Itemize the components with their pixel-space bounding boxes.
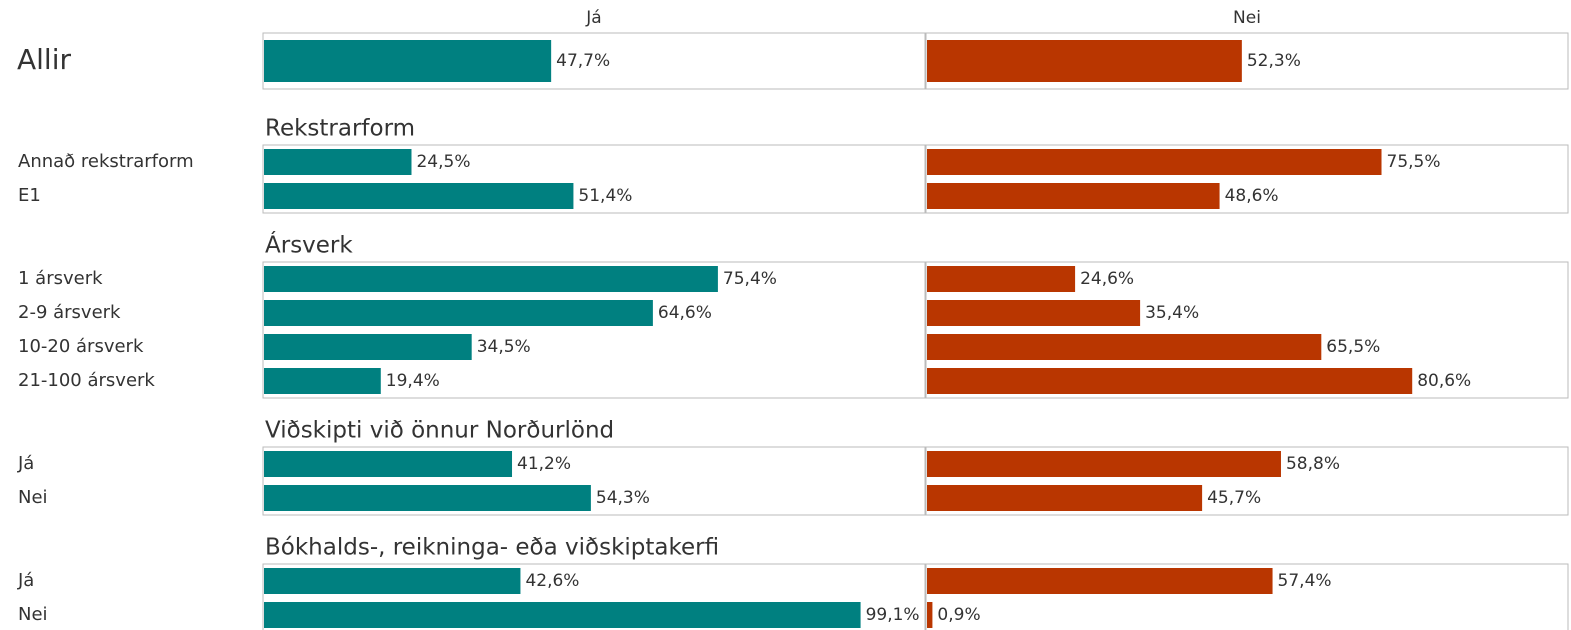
bar — [927, 266, 1076, 292]
bar — [927, 334, 1322, 360]
panel-frame — [262, 563, 926, 630]
value-label: 19,4% — [386, 371, 440, 391]
panel-frame — [925, 446, 1569, 516]
value-label: 58,8% — [1286, 454, 1340, 474]
bar — [264, 568, 521, 594]
group-title: Viðskipti við önnur Norðurlönd — [265, 418, 614, 444]
value-label: 41,2% — [517, 454, 571, 474]
bar — [264, 149, 412, 175]
group-title: Rekstrarform — [265, 116, 415, 142]
value-label: 54,3% — [596, 488, 650, 508]
bar — [264, 266, 718, 292]
row-label: 2-9 ársverk — [18, 302, 121, 323]
row-label: Já — [17, 453, 34, 474]
value-label: 24,5% — [416, 152, 470, 172]
row-label: 1 ársverk — [18, 268, 103, 289]
value-label: 99,1% — [866, 605, 920, 625]
bar — [264, 183, 574, 209]
value-label: 64,6% — [658, 303, 712, 323]
group-title: Bókhalds-, reikninga- eða viðskiptakerfi — [265, 535, 719, 561]
bar — [264, 40, 552, 82]
row-label: Já — [17, 570, 34, 591]
value-label: 47,7% — [556, 51, 610, 71]
value-label: 24,6% — [1080, 269, 1134, 289]
group-title: Ársverk — [265, 231, 353, 259]
panel-frame — [262, 144, 926, 214]
panel-frame — [262, 446, 926, 516]
row-label: Nei — [18, 487, 48, 508]
panel-frame — [925, 32, 1569, 90]
panel-frame — [925, 261, 1569, 399]
value-label: 75,4% — [723, 269, 777, 289]
bar — [264, 451, 513, 477]
row-label: 10-20 ársverk — [18, 336, 144, 357]
value-label: 51,4% — [578, 186, 632, 206]
row-label: Annað rekstrarform — [18, 151, 194, 172]
bar — [927, 451, 1281, 477]
row-label: Nei — [18, 604, 48, 625]
bar — [927, 485, 1203, 511]
bar — [264, 334, 472, 360]
bar — [927, 568, 1273, 594]
value-label: 57,4% — [1278, 571, 1332, 591]
panel-frame — [262, 32, 926, 90]
value-label: 52,3% — [1247, 51, 1301, 71]
bar — [927, 300, 1141, 326]
bar — [927, 149, 1382, 175]
value-label: 75,5% — [1387, 152, 1441, 172]
column-header: Nei — [1233, 8, 1261, 28]
bar — [264, 602, 861, 628]
bar — [264, 368, 381, 394]
row-label: E1 — [18, 185, 41, 206]
value-label: 65,5% — [1326, 337, 1380, 357]
panel-frame — [262, 261, 926, 399]
value-label: 0,9% — [937, 605, 980, 625]
total-label: Allir — [17, 43, 71, 76]
panel-frame — [925, 563, 1569, 630]
bar — [927, 602, 933, 628]
bar — [264, 485, 591, 511]
value-label: 45,7% — [1207, 488, 1261, 508]
bar — [927, 40, 1242, 82]
row-label: 21-100 ársverk — [18, 370, 155, 391]
column-header: Já — [585, 8, 601, 28]
value-label: 34,5% — [477, 337, 531, 357]
value-label: 80,6% — [1417, 371, 1471, 391]
bar — [927, 183, 1220, 209]
panel-frame — [925, 144, 1569, 214]
bar — [264, 300, 653, 326]
value-label: 35,4% — [1145, 303, 1199, 323]
value-label: 42,6% — [525, 571, 579, 591]
value-label: 48,6% — [1225, 186, 1279, 206]
bar — [927, 368, 1413, 394]
